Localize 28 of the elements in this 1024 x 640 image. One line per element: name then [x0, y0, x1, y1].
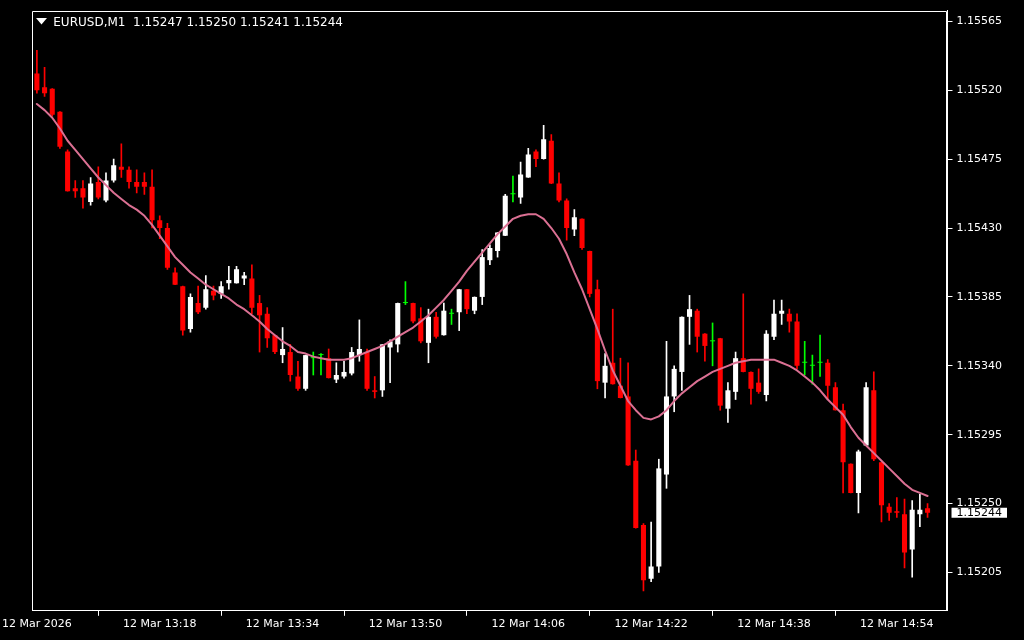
x-tick-label: 12 Mar 2026	[2, 617, 72, 631]
y-tick-label: 1.15385	[956, 289, 1003, 303]
y-tick-label: 1.15205	[956, 565, 1003, 579]
candlestick	[318, 353, 324, 376]
x-tick-label: 12 Mar 13:50	[368, 617, 443, 631]
candlestick	[372, 376, 378, 399]
text: 1.15244	[956, 505, 1003, 519]
x-tick-label: 12 Mar 13:34	[245, 617, 320, 631]
candlestick	[72, 180, 78, 198]
y-tick-label: 1.15295	[956, 427, 1003, 441]
y-tick-label: 1.15475	[956, 151, 1003, 165]
x-tick-label: 12 Mar 14:54	[860, 617, 934, 631]
candlestick	[134, 169, 140, 194]
y-tick-label: 1.15340	[956, 358, 1003, 372]
candlestick	[648, 521, 654, 583]
x-tick-label: 12 Mar 14:22	[614, 617, 688, 631]
candlestick	[802, 340, 808, 376]
x-tick-label: 12 Mar 14:06	[491, 617, 566, 631]
y-tick-label: 1.15430	[956, 220, 1003, 234]
x-tick-label: 12 Mar 14:38	[737, 617, 811, 631]
x-tick-label: 12 Mar 13:18	[123, 617, 197, 631]
candlestick	[510, 175, 516, 203]
candlestick	[817, 334, 823, 377]
y-tick-label: 1.15520	[956, 83, 1003, 97]
candlestick	[226, 265, 232, 290]
y-tick-label: 1.15565	[956, 14, 1003, 28]
candlestick	[894, 497, 900, 518]
chart-title: EURUSD,M1 1.15247 1.15250 1.15241 1.15244	[53, 14, 343, 29]
